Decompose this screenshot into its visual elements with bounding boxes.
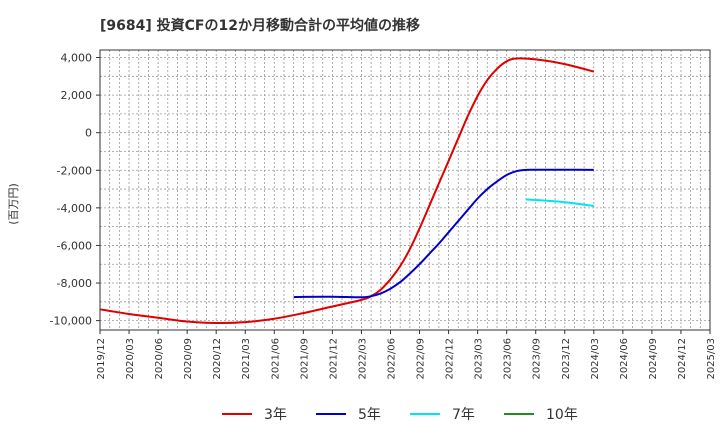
x-tick-label: 2023/09 bbox=[532, 338, 543, 380]
plot-area-frame bbox=[99, 49, 711, 331]
legend-label: 7年 bbox=[452, 407, 475, 423]
legend-label: 5年 bbox=[358, 407, 381, 423]
y-axis-ticks: 4,000 2,000 0 -2,000 -4,000 -6,000 -8,000 -10,0… bbox=[50, 52, 100, 328]
y-tick-label: -2,000 bbox=[57, 164, 92, 177]
y-tick-label: -4,000 bbox=[57, 202, 92, 215]
series-line-5年 bbox=[293, 168, 594, 299]
legend-label: 3年 bbox=[264, 407, 287, 423]
x-tick-label: 2020/03 bbox=[125, 338, 136, 380]
x-tick-label: 2020/12 bbox=[212, 338, 223, 380]
x-axis-ticks: 2019/12 2020/03 2020/06 2020/09 2020/12 2021/… bbox=[96, 330, 717, 380]
y-axis-label: (百万円) bbox=[7, 183, 20, 225]
x-tick-label: 2025/03 bbox=[706, 338, 717, 380]
x-tick-label: 2021/03 bbox=[241, 338, 252, 380]
x-tick-label: 2021/09 bbox=[299, 338, 310, 380]
grid-lines bbox=[99, 50, 711, 330]
y-tick-label: 4,000 bbox=[61, 52, 93, 65]
x-tick-label: 2021/06 bbox=[270, 338, 281, 380]
series-line-3年 bbox=[99, 57, 595, 325]
x-tick-label: 2022/12 bbox=[445, 338, 456, 380]
y-tick-label: 0 bbox=[85, 127, 92, 140]
x-tick-label: 2023/06 bbox=[503, 338, 514, 380]
chart-title: [9684] 投資CFの12か月移動合計の平均値の推移 bbox=[100, 17, 420, 34]
legend-label: 10年 bbox=[546, 407, 578, 423]
x-tick-label: 2024/09 bbox=[648, 338, 659, 380]
x-tick-label: 2022/06 bbox=[386, 338, 397, 380]
x-tick-label: 2022/09 bbox=[416, 338, 427, 380]
x-tick-label: 2019/12 bbox=[96, 338, 107, 380]
y-tick-label: -8,000 bbox=[57, 277, 92, 290]
y-tick-label: -10,000 bbox=[50, 315, 92, 328]
series-line-7年 bbox=[525, 198, 594, 207]
x-tick-label: 2023/12 bbox=[561, 338, 572, 380]
x-tick-label: 2022/03 bbox=[357, 338, 368, 380]
x-tick-label: 2024/03 bbox=[590, 338, 601, 380]
legend: 3年 5年 7年 10年 bbox=[222, 407, 578, 423]
x-tick-label: 2020/06 bbox=[154, 338, 165, 380]
y-tick-label: -6,000 bbox=[57, 239, 92, 252]
series-lines bbox=[99, 57, 595, 325]
x-tick-label: 2021/12 bbox=[328, 338, 339, 380]
x-tick-label: 2024/06 bbox=[619, 338, 630, 380]
x-tick-label: 2024/12 bbox=[677, 338, 688, 380]
y-tick-label: 2,000 bbox=[61, 89, 93, 102]
x-tick-label: 2023/03 bbox=[474, 338, 485, 380]
x-tick-label: 2020/09 bbox=[183, 338, 194, 380]
